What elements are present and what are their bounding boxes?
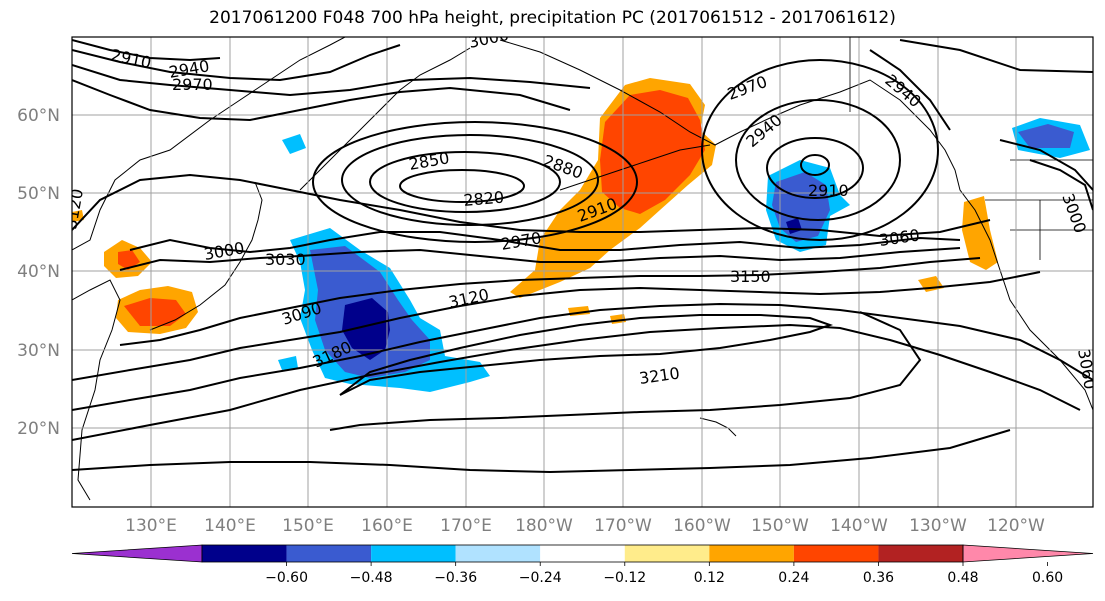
lat-label-50n: 50°N <box>17 184 60 204</box>
lat-label-30n: 30°N <box>17 341 60 361</box>
colorbar-segment <box>286 545 372 562</box>
colorbar-extend-low <box>71 544 203 563</box>
coastline-kamchatka <box>299 47 471 191</box>
lon-label: 140°E <box>204 516 256 536</box>
lon-label: 180°W <box>515 516 573 536</box>
coastline-hawaii <box>699 417 737 437</box>
coastline-alaska <box>499 39 1093 411</box>
colorbar-tick-label: 0.60 <box>1032 570 1063 586</box>
colorbar-tick-label: −0.36 <box>434 570 477 586</box>
map-frame <box>71 36 1094 508</box>
contour-label: 2910 <box>808 181 849 200</box>
contour-2910-northwest <box>72 39 221 62</box>
colorbar-tick-label: 0.24 <box>778 570 809 586</box>
contour-3210 <box>339 314 834 396</box>
lon-label: 130°W <box>909 516 967 536</box>
contour-label: 3030 <box>265 250 306 269</box>
colorbar-segment <box>202 545 287 562</box>
colorbar-segment <box>793 545 879 562</box>
colorbar-frame <box>201 544 964 563</box>
colorbar-segment <box>371 545 456 562</box>
contour-3120 <box>72 271 1041 381</box>
contour-3000 <box>72 79 571 122</box>
precip-red-area-central <box>600 90 705 214</box>
colorbar-tick-label: −0.48 <box>350 570 393 586</box>
coastline-asia <box>72 37 346 501</box>
colorbar-segment <box>455 545 541 562</box>
contour-3090 <box>119 257 981 346</box>
colorbar-segment <box>540 545 625 562</box>
map-background <box>72 37 1093 507</box>
height-contours <box>72 39 1093 474</box>
contour-low-west-2820 <box>399 169 525 203</box>
precip-red-area-west-1 <box>118 250 140 270</box>
contour-low-east-inner <box>800 154 830 176</box>
lat-label-40n: 40°N <box>17 262 60 282</box>
precip-positive-areas <box>72 78 998 334</box>
contour-label: 3150 <box>730 267 771 286</box>
lat-label-60n: 60°N <box>17 106 60 126</box>
borders <box>849 37 1093 260</box>
precip-red-area-west-2 <box>124 298 186 326</box>
coastlines <box>72 37 1093 501</box>
contour-low-east-2940 <box>735 99 901 221</box>
contour-label: 2820 <box>463 188 505 210</box>
contour-3180 <box>72 323 1081 441</box>
precip-blue-small-1 <box>282 134 306 154</box>
contour-low-east-2970 <box>701 59 939 241</box>
contour-3120-south <box>72 429 1011 474</box>
contour-3000-west <box>129 231 961 254</box>
colorbar-segment <box>709 545 794 562</box>
contour-2940-east <box>869 49 951 131</box>
contour-label: 2970 <box>172 75 213 94</box>
colorbar-tick-label: 0.48 <box>947 570 978 586</box>
border-states <box>1010 159 1093 260</box>
contour-3120-east <box>1029 159 1093 211</box>
lon-label: 140°W <box>830 516 888 536</box>
contour-2970-east <box>899 39 1093 73</box>
coastline-aleutians <box>559 144 711 191</box>
map-plot-area: 2910 2940 2970 3000 2850 2820 2880 2910 … <box>71 36 1094 508</box>
contour-3210-outer <box>329 311 922 431</box>
precip-orange-area-coast <box>962 196 998 270</box>
lon-label: 170°W <box>594 516 652 536</box>
contour-3150 <box>72 302 1093 411</box>
lon-label: 150°W <box>751 516 809 536</box>
precip-blue-area-west-core <box>342 298 390 360</box>
map-title: 2017061200 F048 700 hPa height, precipit… <box>209 8 896 28</box>
contour-3030 <box>119 247 961 271</box>
colorbar-tick-label: −0.60 <box>265 570 308 586</box>
colorbar-segment <box>878 545 963 562</box>
contour-low-east-2910 <box>766 137 864 199</box>
contour-2970 <box>72 64 591 97</box>
colorbar-tick-label: 0.36 <box>863 570 894 586</box>
contour-low-west-2880 <box>341 134 599 226</box>
lon-label: 170°E <box>440 516 492 536</box>
colorbar-tick-label: −0.12 <box>603 570 646 586</box>
lon-label: 160°W <box>673 516 731 536</box>
precip-blue-area-east-mid <box>772 172 830 242</box>
colorbar-tick-label: −0.24 <box>519 570 562 586</box>
contour-3060 <box>72 173 991 238</box>
longitude-labels: 130°E 140°E 150°E 160°E 170°E 180°W 170°… <box>125 516 1045 536</box>
lon-label: 120°W <box>987 516 1045 536</box>
colorbar-segment <box>624 545 710 562</box>
contour-low-west-2850 <box>369 151 561 213</box>
contour-3000-east <box>999 139 1093 191</box>
colorbar-extend-high <box>962 544 1094 563</box>
lon-label: 160°E <box>361 516 413 536</box>
lat-label-20n: 20°N <box>17 419 60 439</box>
colorbar-tick-label: 0.12 <box>694 570 725 586</box>
colorbar: −0.60 −0.48 −0.36 −0.24 −0.12 0.12 0.24 0.36 0.4… <box>71 544 1094 586</box>
latitude-labels: 60°N 50°N 40°N 30°N 20°N <box>17 106 60 439</box>
precip-blue-small-2 <box>278 356 298 370</box>
contour-2940 <box>72 44 401 82</box>
contour-low-west-2910 <box>312 121 638 243</box>
coastline-japan <box>149 181 263 331</box>
precip-blue-area-northwest-pacific-mid <box>1018 124 1074 148</box>
precip-negative-areas <box>278 118 1090 392</box>
lon-label: 130°E <box>125 516 177 536</box>
lon-label: 150°E <box>282 516 334 536</box>
